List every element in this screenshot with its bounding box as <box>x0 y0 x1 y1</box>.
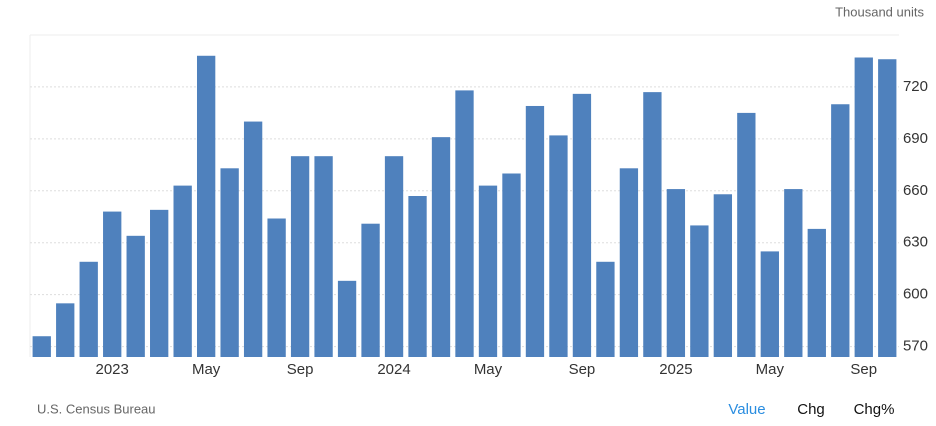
y-tick-label: 570 <box>903 338 928 355</box>
bar <box>713 194 733 357</box>
y-tick-label: 720 <box>903 78 928 95</box>
bar <box>384 156 404 357</box>
bar <box>455 90 474 357</box>
bar <box>619 168 639 357</box>
y-tick-label: 630 <box>903 234 928 251</box>
x-tick-label: May <box>192 361 221 378</box>
bar <box>173 185 192 357</box>
bar <box>126 235 145 357</box>
bar <box>572 93 592 357</box>
y-tick-label: 600 <box>903 286 928 303</box>
bar <box>314 156 333 357</box>
bar <box>431 137 451 357</box>
bar <box>596 261 615 357</box>
bar <box>478 185 498 357</box>
bar <box>337 280 357 357</box>
bar <box>361 223 380 357</box>
x-tick-label: 2024 <box>377 361 410 378</box>
bar <box>196 55 216 357</box>
source: U.S. Census Bureau <box>37 401 156 416</box>
bar <box>760 251 779 357</box>
bar <box>56 303 75 357</box>
bar <box>549 135 568 357</box>
x-tick-label: Sep <box>850 361 877 378</box>
bar <box>690 225 709 357</box>
x-tick-label: 2025 <box>659 361 692 378</box>
bar <box>103 211 122 357</box>
bar <box>854 57 873 358</box>
y-tick-label: 660 <box>903 182 928 199</box>
x-tick-label: May <box>474 361 503 378</box>
x-tick-label: Sep <box>287 361 314 378</box>
bar <box>220 168 239 357</box>
x-tick-label: May <box>756 361 785 378</box>
y-tick-label: 690 <box>903 130 928 147</box>
x-tick-label: Sep <box>569 361 596 378</box>
bar <box>290 156 310 357</box>
bar <box>784 189 803 357</box>
unit-label: Thousand units <box>835 4 924 19</box>
bar <box>737 112 756 357</box>
chg-pct-button[interactable]: Chg% <box>854 401 895 418</box>
bar <box>267 218 286 357</box>
bar <box>243 121 263 357</box>
bar <box>32 336 51 357</box>
value-button[interactable]: Value <box>728 401 765 418</box>
bar <box>502 173 521 357</box>
bar <box>643 92 662 358</box>
bar <box>408 196 427 357</box>
bar <box>666 189 686 357</box>
bar <box>525 105 545 358</box>
bar <box>150 209 169 357</box>
x-tick-label: 2023 <box>96 361 129 378</box>
bar <box>831 104 850 357</box>
bar <box>878 59 897 357</box>
chg-button[interactable]: Chg <box>797 401 825 418</box>
bar <box>807 228 826 357</box>
bar <box>79 261 98 357</box>
